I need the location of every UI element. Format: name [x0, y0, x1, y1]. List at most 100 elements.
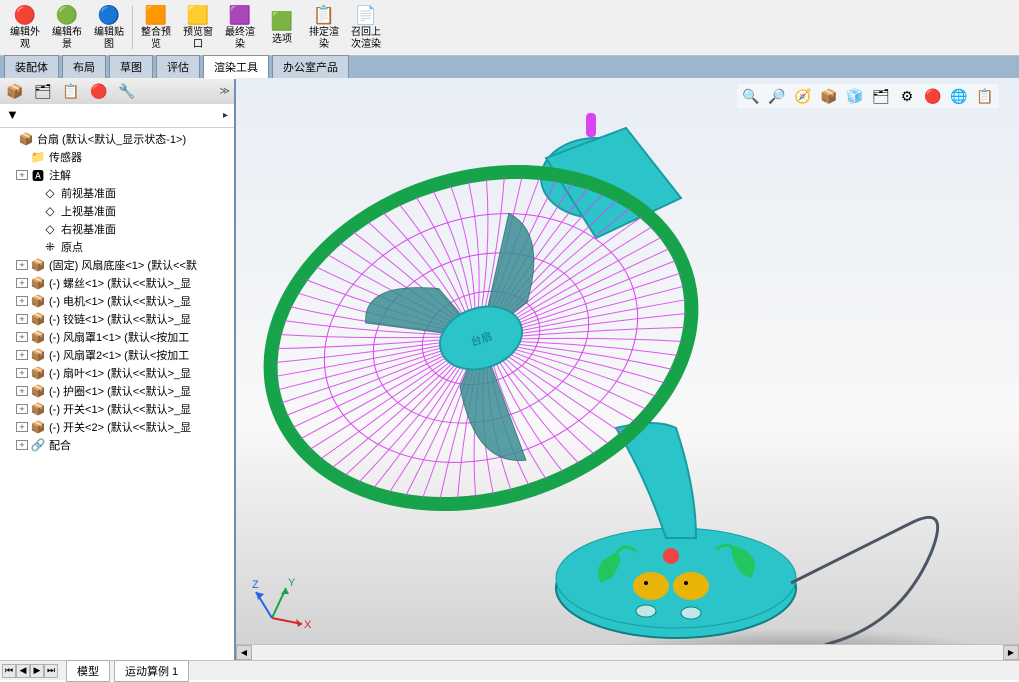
tree-item-icon: 📦 [30, 365, 46, 381]
ribbon-tab[interactable]: 评估 [156, 55, 200, 78]
ribbon-tab[interactable]: 布局 [62, 55, 106, 78]
status-last-icon[interactable]: ⏭ [44, 664, 58, 678]
tree-item-icon: 📁 [30, 149, 46, 165]
status-prev-icon[interactable]: ◀ [16, 664, 30, 678]
sidebar-collapse-icon[interactable]: ≫ [220, 86, 230, 97]
sidebar-tab-icon[interactable]: 🗂 [32, 81, 54, 101]
toolbar-label: 编辑贴图 [94, 27, 124, 51]
expand-icon[interactable]: + [16, 440, 28, 450]
tree-item[interactable]: +📦(-) 螺丝<1> (默认<<默认>_显 [0, 274, 234, 292]
tree-item[interactable]: +📦(-) 开关<2> (默认<<默认>_显 [0, 418, 234, 436]
toolbar-button[interactable]: 🟪最终渲染 [219, 2, 261, 53]
toolbar-button[interactable]: 📋排定渲染 [303, 2, 345, 53]
feature-tree-panel: 📦🗂📋🔴🔧 ≫ ▼ ▸ 📦台扇 (默认<默认_显示状态-1>)📁传感器+🅰注解◇… [0, 78, 236, 660]
tree-item[interactable]: +📦(-) 铰链<1> (默认<<默认>_显 [0, 310, 234, 328]
tree-item-label: (-) 护圈<1> (默认<<默认>_显 [49, 383, 191, 399]
tree-item-icon: 📦 [30, 383, 46, 399]
tree-item[interactable]: +🅰注解 [0, 166, 234, 184]
tree-item-icon: 📦 [30, 401, 46, 417]
tree-item-label: 原点 [61, 239, 83, 255]
status-next-icon[interactable]: ▶ [30, 664, 44, 678]
toolbar-button[interactable]: 🔵编辑贴图 [88, 2, 130, 53]
ribbon-tab[interactable]: 装配体 [4, 55, 59, 78]
tree-item-label: 前视基准面 [61, 185, 116, 201]
expand-icon[interactable]: + [16, 368, 28, 378]
expand-icon[interactable]: + [16, 278, 28, 288]
tree-item[interactable]: +📦(-) 风扇罩2<1> (默认<按加工 [0, 346, 234, 364]
funnel-icon: ▼ [6, 107, 24, 125]
tree-item-label: (-) 螺丝<1> (默认<<默认>_显 [49, 275, 191, 291]
svg-text:X: X [304, 619, 312, 631]
scroll-right-icon[interactable]: ▶ [1003, 645, 1019, 660]
tree-item[interactable]: +🔗配合 [0, 436, 234, 454]
ribbon-tab[interactable]: 草图 [109, 55, 153, 78]
main-toolbar: 🔴编辑外观🟢编辑布景🔵编辑贴图🟧整合预览🟨预览窗口🟪最终渲染🟩选项📋排定渲染📄召… [0, 0, 1019, 56]
ribbon-tabs: 装配体布局草图评估渲染工具办公室产品 [0, 56, 1019, 78]
orientation-triad[interactable]: X Y Z [252, 574, 312, 634]
tree-item-icon: 📦 [30, 419, 46, 435]
expand-icon[interactable]: + [16, 404, 28, 414]
ribbon-tab[interactable]: 办公室产品 [272, 55, 349, 78]
expand-icon[interactable] [28, 224, 40, 234]
expand-icon[interactable]: + [16, 314, 28, 324]
tree-item[interactable]: +📦(-) 风扇罩1<1> (默认<按加工 [0, 328, 234, 346]
toolbar-button[interactable]: 🟨预览窗口 [177, 2, 219, 53]
toolbar-icon: 🔵 [97, 4, 121, 26]
tree-item[interactable]: ◇前视基准面 [0, 184, 234, 202]
tree-item-label: (-) 电机<1> (默认<<默认>_显 [49, 293, 191, 309]
toolbar-icon: 🟢 [55, 4, 79, 26]
status-nav-buttons: ⏮ ◀ ▶ ⏭ [2, 664, 58, 678]
toolbar-button[interactable]: 🟢编辑布景 [46, 2, 88, 53]
tree-item[interactable]: ◇右视基准面 [0, 220, 234, 238]
toolbar-button[interactable]: 📄召回上次渲染 [345, 2, 387, 53]
status-first-icon[interactable]: ⏮ [2, 664, 16, 678]
sidebar-tab-icon[interactable]: 📋 [60, 81, 82, 101]
expand-icon[interactable]: + [16, 260, 28, 270]
filter-dropdown-icon[interactable]: ▸ [223, 110, 228, 121]
ribbon-tab[interactable]: 渲染工具 [203, 55, 269, 79]
expand-icon[interactable]: + [16, 350, 28, 360]
scroll-track[interactable] [252, 645, 1003, 660]
tree-item-icon: ◇ [42, 185, 58, 201]
feature-tree: 📦台扇 (默认<默认_显示状态-1>)📁传感器+🅰注解◇前视基准面◇上视基准面◇… [0, 128, 234, 660]
expand-icon[interactable] [16, 152, 28, 162]
sidebar-tab-icon[interactable]: 🔧 [116, 81, 138, 101]
toolbar-label: 整合预览 [141, 27, 171, 51]
horizontal-scrollbar[interactable]: ◀ ▶ [236, 644, 1019, 660]
expand-icon[interactable] [4, 134, 16, 144]
sidebar-tab-icon[interactable]: 🔴 [88, 81, 110, 101]
tree-item[interactable]: +📦(-) 电机<1> (默认<<默认>_显 [0, 292, 234, 310]
toolbar-label: 排定渲染 [309, 27, 339, 51]
toolbar-icon: 📄 [354, 4, 378, 26]
tree-filter-bar[interactable]: ▼ ▸ [0, 104, 234, 128]
expand-icon[interactable] [28, 242, 40, 252]
tree-item[interactable]: +📦(-) 护圈<1> (默认<<默认>_显 [0, 382, 234, 400]
toolbar-label: 选项 [272, 34, 292, 46]
tree-item[interactable]: +📦(-) 开关<1> (默认<<默认>_显 [0, 400, 234, 418]
expand-icon[interactable]: + [16, 386, 28, 396]
status-tab-model[interactable]: 模型 [66, 660, 110, 682]
tree-item[interactable]: +📦(固定) 风扇底座<1> (默认<<默 [0, 256, 234, 274]
tree-item-icon: 📦 [30, 293, 46, 309]
tree-item[interactable]: ⁜原点 [0, 238, 234, 256]
expand-icon[interactable] [28, 206, 40, 216]
expand-icon[interactable]: + [16, 332, 28, 342]
toolbar-button[interactable]: 🟧整合预览 [135, 2, 177, 53]
expand-icon[interactable]: + [16, 422, 28, 432]
toolbar-button[interactable]: 🟩选项 [261, 2, 303, 53]
tree-item[interactable]: ◇上视基准面 [0, 202, 234, 220]
tree-item[interactable]: 📁传感器 [0, 148, 234, 166]
tree-item-label: (-) 开关<1> (默认<<默认>_显 [49, 401, 191, 417]
tree-item[interactable]: +📦(-) 扇叶<1> (默认<<默认>_显 [0, 364, 234, 382]
expand-icon[interactable]: + [16, 170, 28, 180]
tree-item[interactable]: 📦台扇 (默认<默认_显示状态-1>) [0, 130, 234, 148]
expand-icon[interactable]: + [16, 296, 28, 306]
3d-viewport[interactable]: 🔍🔎🧭📦🧊🗂⚙🔴🌐📋 [236, 78, 1019, 660]
status-tab-motion[interactable]: 运动算例 1 [114, 660, 189, 682]
scroll-left-icon[interactable]: ◀ [236, 645, 252, 660]
fan-model-render: 台扇 [236, 78, 1019, 660]
sidebar-tab-icon[interactable]: 📦 [4, 81, 26, 101]
toolbar-button[interactable]: 🔴编辑外观 [4, 2, 46, 53]
expand-icon[interactable] [28, 188, 40, 198]
tree-item-label: 台扇 (默认<默认_显示状态-1>) [37, 131, 186, 147]
